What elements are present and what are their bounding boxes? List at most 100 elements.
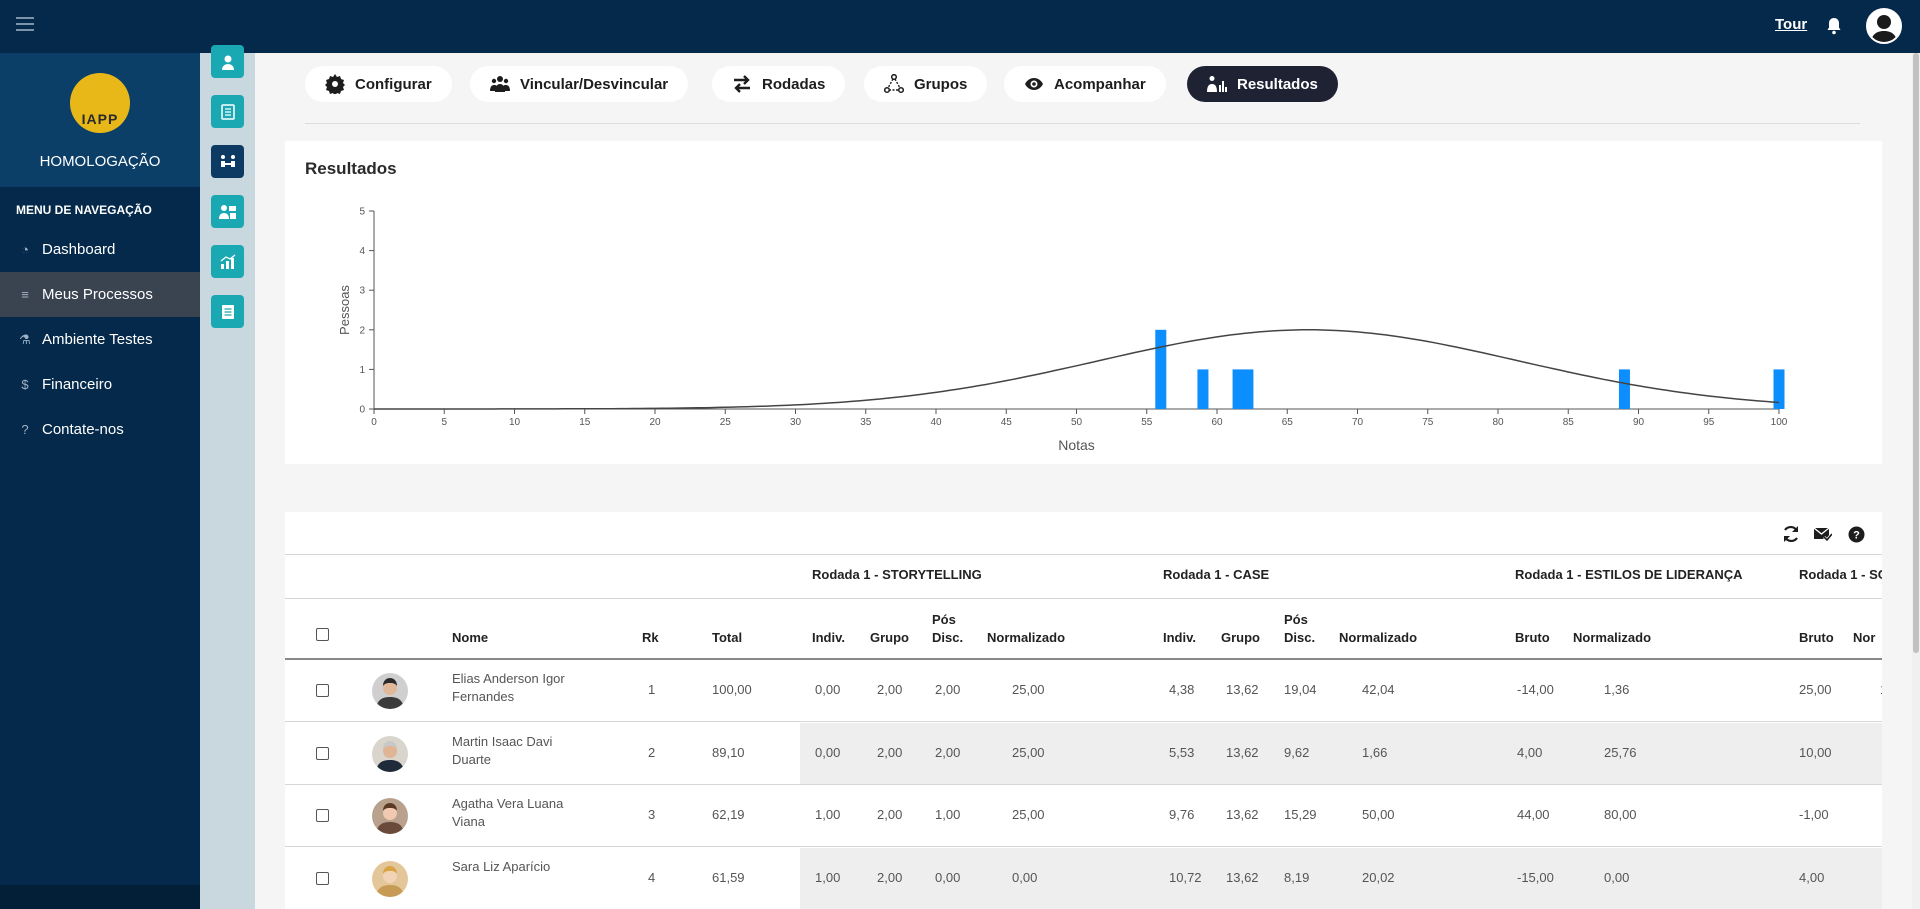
nav-item-label: Contate-nos	[42, 421, 124, 438]
header-indiv[interactable]: Indiv.	[1163, 630, 1196, 645]
cell-c-indiv: 4,38	[1169, 682, 1195, 697]
nav-item-meus-processos[interactable]: ≡ Meus Processos	[0, 272, 200, 317]
header-grupo[interactable]: Grupo	[1221, 630, 1260, 645]
nav-item-label: Meus Processos	[42, 286, 153, 303]
results-table-card: ? Rodada 1 - STORYTELLING Rodada 1 - CAS…	[285, 512, 1882, 909]
name-line-2: Viana	[452, 814, 486, 829]
row-divider	[285, 721, 1882, 722]
cell-c-grupo: 13,62	[1226, 682, 1259, 697]
cell-c-norm: 1,66	[1362, 745, 1388, 760]
cell-s-pos: 2,00	[935, 682, 961, 697]
header-total[interactable]: Total	[712, 630, 743, 645]
name-line-1: Elias Anderson Igor	[452, 671, 565, 686]
cell-so-bruto: -1,00	[1799, 807, 1829, 822]
cell-e-norm: 1,36	[1604, 682, 1630, 697]
name-line-1: Martin Isaac Davi	[452, 734, 553, 749]
x-tick-label: 25	[720, 417, 732, 428]
nav-footer	[0, 885, 200, 909]
cell-rk: 3	[648, 807, 656, 822]
header-normalizado[interactable]: Normalizado	[1339, 630, 1418, 645]
select-all-checkbox[interactable]	[316, 628, 329, 641]
histogram-bar	[1155, 329, 1167, 409]
cell-c-norm: 50,00	[1362, 807, 1395, 822]
cell-total: 100,00	[712, 682, 752, 697]
shortcut-column	[200, 45, 255, 909]
tour-link[interactable]: Tour	[1775, 16, 1808, 33]
results-title: Resultados	[305, 159, 397, 178]
document-shortcut-icon[interactable]	[211, 295, 244, 328]
user-avatar[interactable]	[1866, 8, 1902, 44]
header-normalizado[interactable]: Normalizado	[1573, 630, 1652, 645]
avatar	[372, 861, 408, 897]
header-bruto[interactable]: Bruto	[1515, 630, 1550, 645]
participant-name[interactable]: Agatha Vera Luana Viana	[452, 795, 602, 831]
row-checkbox[interactable]	[316, 684, 329, 697]
help-icon[interactable]: ?	[1846, 524, 1866, 544]
header-indiv[interactable]: Indiv.	[812, 630, 845, 645]
nav-item-label: Financeiro	[42, 376, 113, 393]
row-checkbox[interactable]	[316, 747, 329, 760]
header-bruto[interactable]: Bruto	[1799, 630, 1834, 645]
cell-s-norm: 25,00	[1012, 807, 1045, 822]
y-tick-label: 3	[359, 286, 365, 297]
nav-item-dashboard[interactable]: ◔ Dashboard	[0, 227, 200, 272]
row-divider	[285, 846, 1882, 847]
checklist-shortcut-icon[interactable]	[211, 95, 244, 128]
cell-s-grupo: 2,00	[877, 807, 903, 822]
participant-name[interactable]: Sara Liz Aparício	[452, 858, 602, 876]
tab-rodadas[interactable]: Rodadas	[712, 66, 846, 102]
group-shortcut-icon[interactable]	[211, 195, 244, 228]
mail-check-icon[interactable]	[1813, 524, 1833, 544]
bell-icon[interactable]	[1826, 17, 1842, 35]
process-icon: ≡	[21, 287, 29, 302]
cell-c-indiv: 5,53	[1169, 745, 1195, 760]
cell-c-indiv: 10,72	[1169, 870, 1202, 885]
x-tick-label: 100	[1771, 417, 1788, 428]
header-disc: Disc.	[932, 630, 964, 645]
cell-c-pos: 15,29	[1284, 807, 1317, 822]
avatar	[372, 798, 408, 834]
tab-configurar[interactable]: Configurar	[305, 66, 452, 102]
x-tick-label: 55	[1141, 417, 1153, 428]
row-checkbox[interactable]	[316, 872, 329, 885]
cell-e-norm: 25,76	[1604, 745, 1637, 760]
participant-name[interactable]: Martin Isaac Davi Duarte	[452, 733, 602, 769]
tab-resultados[interactable]: Resultados	[1187, 66, 1338, 102]
analytics-shortcut-icon[interactable]	[211, 245, 244, 278]
y-tick-label: 4	[359, 246, 365, 257]
nav-heading: MENU DE NAVEGAÇÃO	[16, 203, 152, 217]
tab-label: Acompanhar	[1054, 75, 1146, 93]
tab-grupos[interactable]: Grupos	[864, 66, 988, 102]
svg-text:?: ?	[1853, 529, 1860, 541]
eye-icon	[1025, 78, 1043, 90]
avatar	[372, 736, 408, 772]
cell-e-bruto: -15,00	[1517, 870, 1554, 885]
page-scrollbar[interactable]	[1912, 53, 1920, 909]
nav-item-contate-nos[interactable]: ? Contate-nos	[0, 407, 200, 452]
header-pos[interactable]: Pós	[932, 612, 956, 627]
header-normalizado-truncated[interactable]: Nor	[1853, 630, 1876, 645]
header-grupo[interactable]: Grupo	[870, 630, 909, 645]
tab-acompanhar[interactable]: Acompanhar	[1004, 66, 1166, 102]
hamburger-menu-icon[interactable]	[16, 17, 34, 31]
nav-item-financeiro[interactable]: $ Financeiro	[0, 362, 200, 407]
x-tick-label: 20	[649, 417, 661, 428]
x-tick-label: 35	[860, 417, 872, 428]
tab-label: Vincular/Desvincular	[520, 75, 669, 93]
user-shortcut-icon[interactable]	[211, 45, 244, 78]
row-checkbox[interactable]	[316, 809, 329, 822]
header-nome[interactable]: Nome	[452, 630, 489, 645]
table-top-border	[285, 554, 1882, 555]
nav-item-label: Ambiente Testes	[42, 331, 153, 348]
header-rk[interactable]: Rk	[642, 630, 659, 645]
refresh-icon[interactable]	[1781, 524, 1801, 544]
x-axis-label: Notas	[1058, 437, 1095, 453]
header-pos[interactable]: Pós	[1284, 612, 1308, 627]
header-normalizado[interactable]: Normalizado	[987, 630, 1066, 645]
name-line-1: Sara Liz Aparício	[452, 859, 551, 874]
tab-vincular-desvincular[interactable]: Vincular/Desvincular	[470, 66, 689, 102]
participant-name[interactable]: Elias Anderson Igor Fernandes	[452, 670, 602, 706]
meeting-shortcut-icon[interactable]	[211, 145, 244, 178]
cell-s-pos: 1,00	[935, 807, 961, 822]
nav-item-ambiente-testes[interactable]: ⚗ Ambiente Testes	[0, 317, 200, 362]
